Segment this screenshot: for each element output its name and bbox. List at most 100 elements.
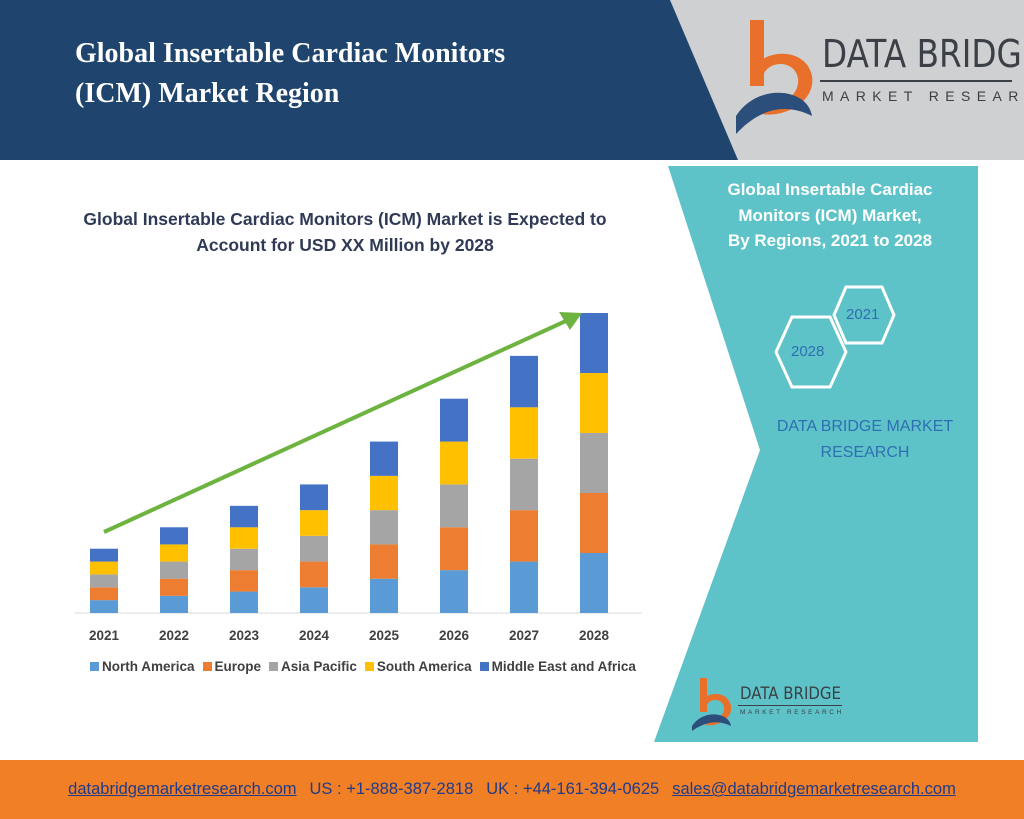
bar-asia-pacific-2027 bbox=[510, 458, 538, 511]
x-tick-label-2021: 2021 bbox=[89, 628, 120, 643]
hexagon-2028-icon bbox=[774, 315, 848, 389]
bar-north-america-2023 bbox=[230, 591, 258, 613]
bar-europe-2026 bbox=[440, 527, 468, 571]
bar-europe-2023 bbox=[230, 570, 258, 592]
footer-bar: databridgemarketresearch.com US : +1-888… bbox=[0, 760, 1024, 819]
legend-label: North America bbox=[102, 659, 195, 674]
logo-divider bbox=[820, 80, 1012, 82]
x-tick-label-2026: 2026 bbox=[439, 628, 470, 643]
chart-title-line2: Account for USD XX Million by 2028 bbox=[196, 235, 494, 255]
bar-south-america-2026 bbox=[440, 441, 468, 485]
bar-north-america-2027 bbox=[510, 561, 538, 613]
legend-swatch bbox=[90, 662, 99, 671]
chart-legend: North America Europe Asia Pacific South Ame… bbox=[90, 659, 636, 674]
uk-phone: UK : +44-161-394-0625 bbox=[486, 780, 660, 798]
bar-north-america-2024 bbox=[300, 587, 328, 613]
legend-item-middle-east-and-africa: Middle East and Africa bbox=[479, 659, 636, 674]
side-panel-shape bbox=[654, 166, 978, 742]
header-banner: Global Insertable Cardiac Monitors (ICM)… bbox=[0, 0, 1024, 160]
hexagon-2021-icon bbox=[832, 285, 896, 345]
hexagon-icons bbox=[774, 285, 896, 389]
hex-label-2028: 2028 bbox=[791, 343, 825, 360]
small-logo-divider bbox=[738, 705, 842, 706]
page-title-line1: Global Insertable Cardiac Monitors bbox=[75, 38, 506, 69]
page-title: Global Insertable Cardiac Monitors (ICM)… bbox=[75, 34, 635, 114]
bar-europe-2025 bbox=[370, 544, 398, 579]
trend-arrow-head bbox=[559, 312, 582, 330]
legend-swatch bbox=[364, 662, 374, 671]
bar-europe-2027 bbox=[510, 510, 538, 562]
side-panel-title: Global Insertable Cardiac Monitors (ICM)… bbox=[710, 177, 950, 254]
bar-asia-pacific-2022 bbox=[160, 561, 188, 579]
small-logo-subtitle: MARKET RESEARCH bbox=[740, 709, 844, 716]
chart-title-line1: Global Insertable Cardiac Monitors (ICM)… bbox=[83, 209, 607, 229]
chart-title: Global Insertable Cardiac Monitors (ICM)… bbox=[70, 206, 620, 258]
legend-item-asia-pacific: Asia Pacific bbox=[269, 659, 357, 674]
x-tick-label-2025: 2025 bbox=[369, 628, 400, 643]
legend-swatch bbox=[269, 662, 279, 671]
bar-middle-east-and-africa-2024 bbox=[300, 484, 328, 511]
x-tick-label-2024: 2024 bbox=[299, 628, 330, 643]
legend-label: Asia Pacific bbox=[281, 659, 357, 674]
content-background bbox=[654, 166, 978, 742]
legend-label: Middle East and Africa bbox=[491, 659, 636, 674]
side-panel-brand: DATA BRIDGE MARKET RESEARCH bbox=[760, 414, 970, 466]
bar-middle-east-and-africa-2025 bbox=[370, 441, 398, 476]
bar-asia-pacific-2028 bbox=[580, 433, 608, 493]
legend-item-south-america: South America bbox=[364, 659, 472, 674]
email-link[interactable]: sales@databridgemarketresearch.com bbox=[672, 780, 956, 798]
bar-middle-east-and-africa-2022 bbox=[160, 527, 188, 545]
side-title-line2: Monitors (ICM) Market, bbox=[738, 205, 922, 225]
bar-north-america-2026 bbox=[440, 570, 468, 613]
data-bridge-logo: DATA BRIDGE MARKET RESEARCH bbox=[728, 18, 1024, 138]
legend-swatch bbox=[202, 662, 212, 671]
side-title-line3: By Regions, 2021 to 2028 bbox=[727, 231, 933, 250]
bar-asia-pacific-2023 bbox=[230, 548, 258, 571]
logo-subtitle: MARKET RESEARCH bbox=[822, 88, 1024, 104]
small-logo-mark-icon bbox=[692, 678, 732, 731]
legend-item-north-america: North America bbox=[90, 659, 195, 674]
bar-europe-2022 bbox=[160, 578, 188, 596]
bar-europe-2028 bbox=[580, 493, 608, 553]
x-tick-label-2027: 2027 bbox=[509, 628, 539, 643]
bar-asia-pacific-2021 bbox=[90, 574, 118, 588]
bar-europe-2024 bbox=[300, 561, 328, 588]
us-phone: US : +1-888-387-2818 bbox=[309, 780, 474, 798]
x-tick-label-2023: 2023 bbox=[229, 628, 260, 643]
side-brand-line1: DATA BRIDGE MARKET bbox=[776, 418, 954, 435]
bar-south-america-2028 bbox=[580, 373, 608, 433]
bar-middle-east-and-africa-2028 bbox=[580, 313, 608, 373]
bar-middle-east-and-africa-2026 bbox=[440, 398, 468, 442]
page-title-line2: (ICM) Market Region bbox=[75, 78, 340, 109]
bar-asia-pacific-2024 bbox=[300, 535, 328, 562]
logo-name: DATA BRIDGE bbox=[822, 32, 1024, 76]
bar-asia-pacific-2026 bbox=[440, 484, 468, 528]
side-brand-line2: RESEARCH bbox=[820, 444, 910, 461]
small-data-bridge-logo: DATA BRIDGE MARKET RESEARCH bbox=[688, 676, 858, 732]
bar-south-america-2023 bbox=[230, 527, 258, 549]
hex-label-2021: 2021 bbox=[846, 306, 880, 323]
bar-south-america-2021 bbox=[90, 561, 118, 575]
bar-middle-east-and-africa-2021 bbox=[90, 548, 118, 562]
bar-north-america-2025 bbox=[370, 578, 398, 613]
bar-north-america-2028 bbox=[580, 553, 608, 613]
legend-label: Europe bbox=[214, 659, 262, 674]
bar-south-america-2022 bbox=[160, 544, 188, 562]
legend-swatch bbox=[479, 662, 489, 671]
header-band-shape bbox=[0, 0, 738, 160]
bar-europe-2021 bbox=[90, 587, 118, 601]
x-tick-label-2022: 2022 bbox=[159, 628, 189, 643]
x-tick-label-2028: 2028 bbox=[579, 628, 610, 643]
bar-north-america-2021 bbox=[90, 600, 118, 613]
trend-arrow-line bbox=[103, 318, 569, 534]
small-logo-name: DATA BRIDGE bbox=[740, 684, 841, 704]
bar-north-america-2022 bbox=[160, 595, 188, 613]
stacked-bar-chart: 2021 2022 2023 2024 2025 2026 2027 2028 bbox=[75, 312, 642, 643]
logo-mark-icon bbox=[736, 20, 813, 134]
bar-asia-pacific-2025 bbox=[370, 510, 398, 545]
website-link[interactable]: databridgemarketresearch.com bbox=[68, 780, 297, 798]
bar-south-america-2025 bbox=[370, 475, 398, 511]
bar-middle-east-and-africa-2023 bbox=[230, 505, 258, 528]
bar-south-america-2024 bbox=[300, 510, 328, 536]
side-title-line1: Global Insertable Cardiac bbox=[727, 180, 933, 199]
